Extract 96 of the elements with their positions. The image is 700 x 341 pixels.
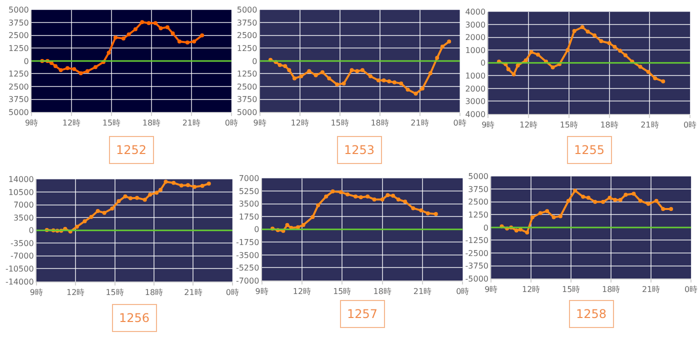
y-tick-label: -7000 <box>236 276 260 286</box>
y-tick-label: 0 <box>252 56 258 66</box>
x-tick-label: 9時 <box>24 118 38 128</box>
y-tick-label: -1250 <box>465 236 489 246</box>
y-tick-label: 1000 <box>465 46 486 55</box>
x-tick-label: 0時 <box>226 288 239 298</box>
y-tick-label: 5000 <box>236 108 258 117</box>
x-tick-label: 15時 <box>562 285 580 294</box>
y-tick-label: -5250 <box>236 264 260 273</box>
x-tick-label: 9時 <box>30 288 43 298</box>
y-tick-label: 4000 <box>465 8 486 17</box>
text: 1256 <box>119 311 150 325</box>
x-tick-label: 21時 <box>640 120 659 130</box>
text: 1253 <box>344 143 375 157</box>
x-tick-label: 12時 <box>62 118 81 128</box>
x-tick-label: 9時 <box>482 120 495 130</box>
y-tick-label: 3750 <box>236 95 258 104</box>
y-tick-label: -14000 <box>5 277 34 286</box>
y-tick-label: 3750 <box>468 184 489 194</box>
x-tick-label: 9時 <box>255 287 268 296</box>
x-tick-label: 9時 <box>253 118 266 128</box>
text: 1255 <box>574 143 605 157</box>
y-tick-label: 0 <box>483 223 489 232</box>
y-tick-label: -10500 <box>5 264 34 274</box>
x-tick-label: 21時 <box>184 288 202 298</box>
y-tick-label: 1750 <box>238 212 260 222</box>
y-tick-label: 1250 <box>8 70 29 79</box>
y-tick-label: 2500 <box>236 82 258 92</box>
y-tick-label: -3500 <box>236 250 260 260</box>
x-tick-label: 18時 <box>373 287 392 296</box>
y-tick-label: 5250 <box>238 186 260 196</box>
y-tick-label: 3750 <box>8 18 29 28</box>
x-tick-label: 15時 <box>560 120 578 130</box>
y-tick-label: 14000 <box>8 175 34 184</box>
y-tick-label: 2500 <box>8 31 29 40</box>
y-tick-label: 7000 <box>13 200 34 210</box>
x-tick-label: 0時 <box>224 118 238 128</box>
x-tick-label: 18時 <box>370 118 389 128</box>
y-tick-label: -1750 <box>236 238 260 247</box>
y-tick-label: 0 <box>28 226 34 236</box>
x-tick-label: 0時 <box>684 120 697 130</box>
y-tick-label: 2000 <box>465 84 486 94</box>
y-tick-label: 0 <box>24 56 29 66</box>
x-tick-label: 0時 <box>456 287 470 296</box>
x-tick-label: 15時 <box>330 118 349 128</box>
x-tick-label: 9時 <box>484 285 498 294</box>
y-tick-label: 5000 <box>8 6 29 15</box>
x-tick-label: 18時 <box>602 285 620 294</box>
x-tick-label: 15時 <box>102 118 121 128</box>
x-tick-label: 18時 <box>600 120 618 130</box>
y-tick-label: 1250 <box>468 210 489 220</box>
y-tick-label: -5000 <box>465 274 489 284</box>
x-tick-label: 21時 <box>410 118 429 128</box>
x-tick-label: 0時 <box>684 285 698 294</box>
text: 1257 <box>347 307 378 321</box>
x-tick-label: 12時 <box>66 288 85 298</box>
y-tick-label: 2000 <box>465 33 486 42</box>
y-tick-label: 3500 <box>238 200 260 209</box>
y-tick-label: 5000 <box>8 108 29 117</box>
y-tick-label: 5000 <box>468 172 489 182</box>
y-tick-label: -2500 <box>465 248 489 258</box>
y-tick-label: -7000 <box>10 252 34 261</box>
x-tick-label: 15時 <box>333 287 352 296</box>
x-tick-label: 18時 <box>142 118 161 128</box>
y-tick-label: 10500 <box>8 188 34 197</box>
y-tick-label: 5000 <box>236 6 258 15</box>
text: 1252 <box>116 143 147 157</box>
y-tick-label: 2500 <box>236 31 258 40</box>
x-tick-label: 12時 <box>290 118 309 128</box>
y-tick-label: 3000 <box>465 20 486 30</box>
y-tick-label: 3750 <box>236 18 258 28</box>
y-tick-label: 1250 <box>236 70 258 79</box>
x-tick-label: 0時 <box>453 118 466 128</box>
x-tick-label: 15時 <box>106 288 124 298</box>
x-tick-label: 21時 <box>642 285 660 294</box>
x-tick-label: 12時 <box>292 287 312 296</box>
y-tick-label: 1250 <box>8 44 29 53</box>
text: 1258 <box>576 307 607 321</box>
y-tick-label: -3500 <box>10 238 34 248</box>
y-tick-label: 0 <box>254 225 260 234</box>
y-tick-label: 3500 <box>13 213 34 222</box>
x-tick-label: 18時 <box>144 288 164 298</box>
y-tick-label: 3000 <box>465 97 486 106</box>
y-tick-label: 7000 <box>238 174 260 184</box>
x-tick-label: 21時 <box>182 118 201 128</box>
y-tick-label: 2500 <box>468 198 489 207</box>
x-tick-label: 12時 <box>522 285 540 294</box>
y-tick-label: 4000 <box>465 110 486 119</box>
y-tick-label: 0 <box>480 58 486 68</box>
y-tick-label: 1000 <box>465 71 486 80</box>
y-tick-label: 3750 <box>8 95 29 104</box>
y-tick-label: -3750 <box>465 262 489 271</box>
x-tick-label: 21時 <box>413 287 432 296</box>
y-tick-label: 1250 <box>236 44 258 53</box>
x-tick-label: 12時 <box>519 120 538 130</box>
y-tick-label: 2500 <box>8 82 29 92</box>
